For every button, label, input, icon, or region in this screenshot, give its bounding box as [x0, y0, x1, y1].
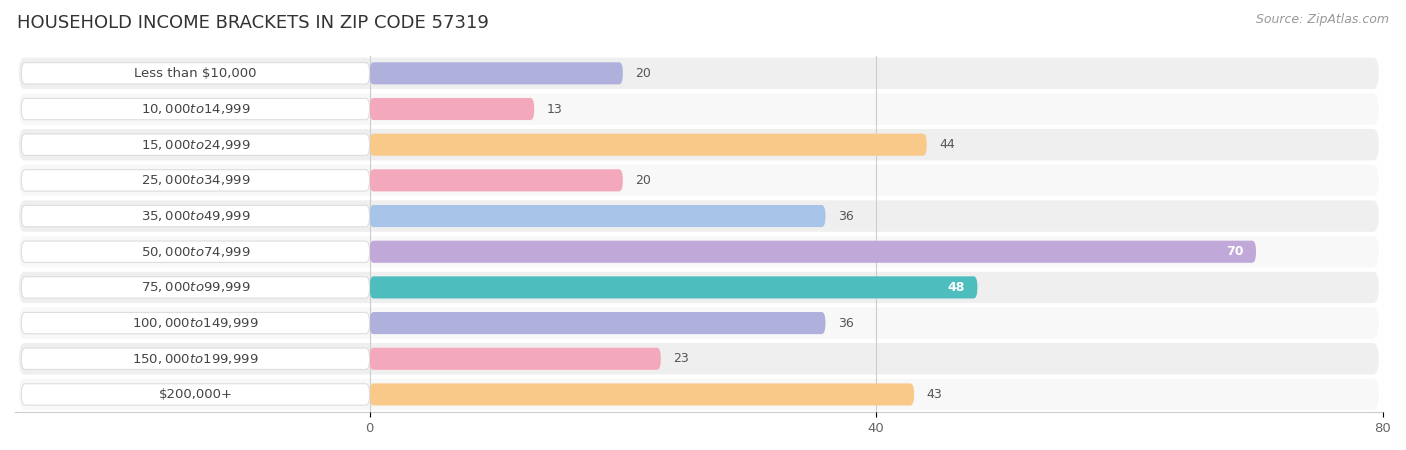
FancyBboxPatch shape [21, 277, 370, 298]
FancyBboxPatch shape [370, 98, 534, 120]
Text: $75,000 to $99,999: $75,000 to $99,999 [141, 280, 250, 294]
Text: 20: 20 [636, 67, 651, 80]
Text: Less than $10,000: Less than $10,000 [134, 67, 257, 80]
Text: 36: 36 [838, 317, 853, 329]
FancyBboxPatch shape [370, 241, 1256, 263]
FancyBboxPatch shape [370, 134, 927, 156]
FancyBboxPatch shape [18, 272, 1379, 303]
FancyBboxPatch shape [21, 205, 370, 227]
FancyBboxPatch shape [370, 312, 825, 334]
FancyBboxPatch shape [21, 241, 370, 262]
Text: $10,000 to $14,999: $10,000 to $14,999 [141, 102, 250, 116]
FancyBboxPatch shape [18, 93, 1379, 125]
FancyBboxPatch shape [21, 384, 370, 405]
Text: 23: 23 [673, 352, 689, 365]
FancyBboxPatch shape [18, 129, 1379, 160]
FancyBboxPatch shape [370, 62, 623, 85]
Text: $200,000+: $200,000+ [159, 388, 232, 401]
FancyBboxPatch shape [21, 98, 370, 120]
Text: $15,000 to $24,999: $15,000 to $24,999 [141, 138, 250, 152]
Text: $100,000 to $149,999: $100,000 to $149,999 [132, 316, 259, 330]
FancyBboxPatch shape [370, 276, 977, 298]
FancyBboxPatch shape [370, 169, 623, 191]
FancyBboxPatch shape [21, 63, 370, 84]
Text: 48: 48 [948, 281, 965, 294]
Text: HOUSEHOLD INCOME BRACKETS IN ZIP CODE 57319: HOUSEHOLD INCOME BRACKETS IN ZIP CODE 57… [17, 14, 489, 32]
FancyBboxPatch shape [18, 343, 1379, 374]
FancyBboxPatch shape [18, 379, 1379, 410]
FancyBboxPatch shape [370, 383, 914, 405]
Text: 36: 36 [838, 210, 853, 223]
Text: 44: 44 [939, 138, 955, 151]
Text: $35,000 to $49,999: $35,000 to $49,999 [141, 209, 250, 223]
FancyBboxPatch shape [21, 348, 370, 369]
Text: 43: 43 [927, 388, 942, 401]
FancyBboxPatch shape [18, 200, 1379, 232]
Text: Source: ZipAtlas.com: Source: ZipAtlas.com [1256, 14, 1389, 27]
FancyBboxPatch shape [370, 348, 661, 370]
Text: $25,000 to $34,999: $25,000 to $34,999 [141, 173, 250, 187]
FancyBboxPatch shape [21, 170, 370, 191]
FancyBboxPatch shape [18, 165, 1379, 196]
Text: 20: 20 [636, 174, 651, 187]
FancyBboxPatch shape [18, 307, 1379, 339]
Text: $150,000 to $199,999: $150,000 to $199,999 [132, 352, 259, 366]
FancyBboxPatch shape [18, 58, 1379, 89]
FancyBboxPatch shape [18, 236, 1379, 267]
FancyBboxPatch shape [370, 205, 825, 227]
Text: $50,000 to $74,999: $50,000 to $74,999 [141, 245, 250, 259]
Text: 13: 13 [547, 103, 562, 116]
FancyBboxPatch shape [21, 312, 370, 334]
Text: 70: 70 [1226, 245, 1243, 258]
FancyBboxPatch shape [21, 134, 370, 155]
